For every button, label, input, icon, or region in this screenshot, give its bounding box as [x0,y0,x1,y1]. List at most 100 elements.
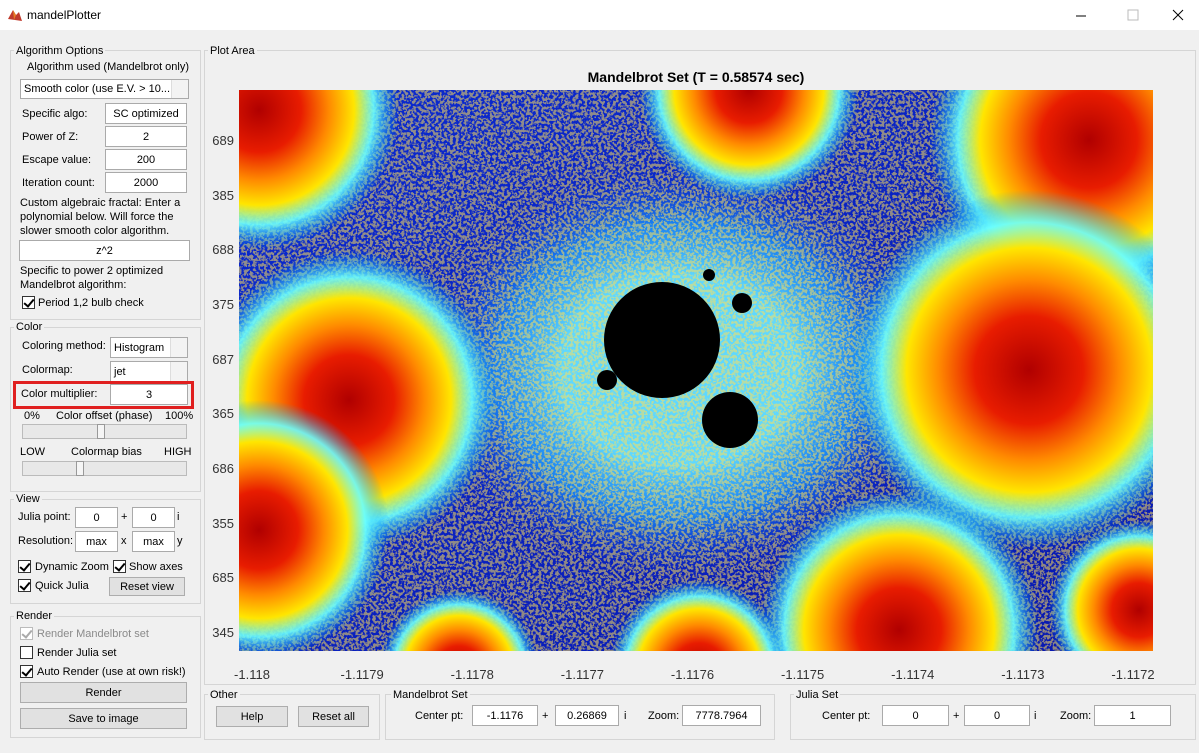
checkbox[interactable] [20,646,33,659]
label: Colormap bias [71,446,142,458]
save-button[interactable]: Save to image [20,708,187,729]
checkbox-label: Render Julia set [37,647,117,659]
label: Colormap: [22,364,73,376]
center-imag-field[interactable]: 0.26869 [555,705,619,726]
view-panel [10,499,201,604]
panel-title: Mandelbrot Set [391,689,470,701]
render-button[interactable]: Render [20,682,187,703]
julia-imag-field[interactable]: 0 [132,507,175,528]
julia-center-real-field[interactable]: 0 [882,705,949,726]
x-tick-label: -1.118 [234,667,270,682]
polynomial-field[interactable]: z^2 [19,240,190,261]
escape-field[interactable]: 200 [105,149,187,170]
y-tick-label: 685 [212,570,234,586]
label: Algorithm used (Mandelbrot only) [27,61,190,73]
y-tick-label: 375 [212,297,234,312]
label: HIGH [164,446,192,458]
y-tick-label: 686 [212,461,234,476]
x-tick-label: -1.1179 [340,667,384,682]
julia-zoom-field[interactable]: 1 [1094,705,1171,726]
panel-title: View [14,493,42,505]
plot-title: Mandelbrot Set (T = 0.58574 sec) [587,69,805,85]
label: x [121,535,127,547]
bias-slider[interactable] [22,461,187,476]
y-tick-label: 687 [212,351,234,367]
label: LOW [20,446,46,458]
offset-slider[interactable] [22,424,187,439]
colormap-select[interactable]: jet [110,361,188,382]
note: Specific to power 2 optimized Mandelbrot… [20,265,164,291]
panel-title: Algorithm Options [14,45,106,57]
checkbox[interactable] [20,665,33,678]
label: Center pt: [415,710,464,722]
y-tick-label: 355 [212,515,234,531]
plot-panel [204,50,1196,685]
checkbox[interactable] [113,560,126,573]
checkbox[interactable] [18,560,31,573]
color-panel [10,327,201,492]
x-tick-label: -1.1178 [450,667,494,682]
label: i [1034,710,1037,722]
multiplier-field[interactable]: 3 [110,384,188,405]
window-controls[interactable] [1060,5,1199,25]
app-icon [8,10,22,21]
label: Zoom: [648,710,680,722]
julia-real-field[interactable]: 0 [75,507,118,528]
highlight-box [13,381,194,409]
help-button[interactable]: Help [216,706,288,727]
x-tick-label: -1.1172 [1111,667,1155,682]
label: + [542,710,549,722]
checkbox-label: Period 1,2 bulb check [38,297,144,309]
window-title: mandelPlotter [27,8,102,22]
algorithm-select[interactable]: Smooth color (use E.V. > 10... [20,79,189,99]
checkbox-label: Quick Julia [35,580,89,592]
center-real-field[interactable]: -1.1176 [472,705,538,726]
label: Zoom: [1060,710,1092,722]
render-panel [10,616,201,738]
label: Iteration count: [22,177,95,189]
label: Julia point: [18,511,71,523]
label: Escape value: [22,154,92,166]
label: + [121,511,128,523]
zoom-field[interactable]: 7778.7964 [682,705,761,726]
specific-algo-field[interactable]: SC optimized [105,103,187,124]
label: y [177,535,183,547]
label: i [177,511,180,523]
panel-title: Other [208,689,240,701]
iteration-field[interactable]: 2000 [105,172,187,193]
power-field[interactable]: 2 [105,126,187,147]
resolution-x-field[interactable]: max [75,531,118,552]
reset-view-button[interactable]: Reset view [109,577,185,596]
x-tick-label: -1.1177 [560,667,604,682]
coloring-select[interactable]: Histogram [110,337,188,358]
x-tick-label: -1.1173 [1001,667,1045,682]
label: Coloring method: [22,340,106,352]
checkbox [20,627,33,640]
panel-title: Plot Area [208,45,257,57]
julia-center-imag-field[interactable]: 0 [964,705,1030,726]
reset-all-button[interactable]: Reset all [298,706,369,727]
algorithm-panel [10,50,201,320]
label: + [953,710,960,722]
note: Custom algebraic fractal: Enter a polyno… [20,197,181,237]
fractal-image [239,90,1153,651]
panel-title: Julia Set [794,689,841,701]
checkbox-label: Auto Render (use at own risk!) [37,666,186,678]
y-tick-label: 688 [212,242,234,258]
label: Power of Z: [22,131,79,143]
label: 100% [165,410,194,422]
resolution-y-field[interactable]: max [132,531,175,552]
checkbox-label: Render Mandelbrot set [37,628,149,640]
y-tick-label: 345 [212,625,234,640]
label: 0% [24,410,40,422]
label: Resolution: [18,535,74,547]
x-tick-label: -1.1174 [891,667,935,682]
panel-title: Color [14,321,45,333]
label: Center pt: [822,710,871,722]
y-tick-label: 689 [212,133,234,148]
checkbox[interactable] [18,579,31,592]
checkbox[interactable] [22,296,35,309]
checkbox-label: Dynamic Zoom [35,561,109,573]
label: Specific algo: [22,108,88,120]
